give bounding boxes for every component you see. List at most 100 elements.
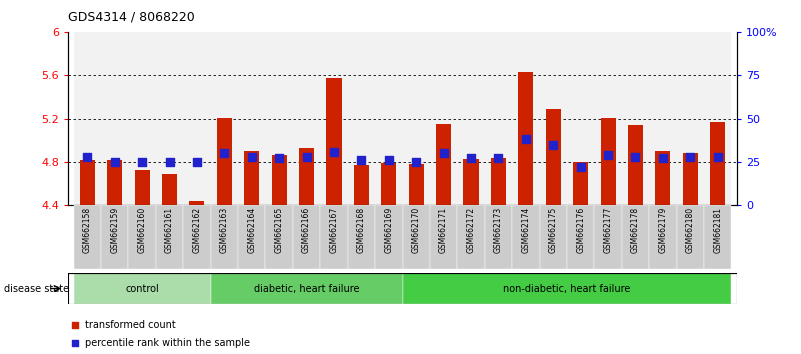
Bar (518, 72, 533, 205)
Text: GSM662162: GSM662162 (192, 207, 201, 253)
Bar (211, 205, 238, 269)
Bar (74, 205, 101, 269)
Bar (567, 205, 594, 269)
Bar (74, 273, 211, 304)
Bar (491, 158, 506, 205)
Point (355, 158, 368, 163)
Bar (238, 32, 265, 205)
Bar (101, 205, 128, 269)
Text: GSM662175: GSM662175 (549, 207, 557, 253)
Bar (156, 32, 183, 205)
Point (519, 137, 532, 142)
Text: GSM662167: GSM662167 (329, 207, 339, 253)
Bar (80, 160, 95, 205)
Bar (320, 205, 348, 269)
Text: disease state: disease state (4, 284, 69, 293)
Text: GSM662170: GSM662170 (412, 207, 421, 253)
Text: GSM662165: GSM662165 (275, 207, 284, 253)
Bar (704, 205, 731, 269)
Text: GSM662166: GSM662166 (302, 207, 311, 253)
Point (273, 156, 286, 161)
Text: GSM662174: GSM662174 (521, 207, 530, 253)
Point (300, 154, 313, 160)
Text: GSM662172: GSM662172 (466, 207, 476, 253)
Bar (540, 32, 567, 205)
Point (547, 142, 560, 148)
Bar (649, 205, 677, 269)
Bar (211, 32, 238, 205)
Text: GDS4314 / 8068220: GDS4314 / 8068220 (68, 11, 195, 24)
Bar (655, 151, 670, 205)
Bar (457, 205, 485, 269)
Text: control: control (125, 284, 159, 293)
Bar (217, 118, 231, 205)
Text: GSM662173: GSM662173 (494, 207, 503, 253)
Bar (403, 205, 430, 269)
Bar (649, 32, 677, 205)
Point (465, 156, 477, 161)
Point (382, 158, 395, 163)
Bar (162, 174, 177, 205)
Text: GSM662171: GSM662171 (439, 207, 448, 253)
Bar (628, 125, 643, 205)
Bar (293, 32, 320, 205)
Bar (485, 32, 512, 205)
Point (711, 154, 724, 160)
Point (574, 164, 587, 170)
Text: GSM662160: GSM662160 (138, 207, 147, 253)
Bar (540, 205, 567, 269)
Text: GSM662176: GSM662176 (576, 207, 586, 253)
Text: diabetic, heart failure: diabetic, heart failure (254, 284, 360, 293)
Text: GSM662179: GSM662179 (658, 207, 667, 253)
Bar (622, 32, 649, 205)
Bar (327, 79, 341, 205)
Bar (594, 32, 622, 205)
Bar (512, 32, 540, 205)
Bar (128, 32, 156, 205)
Point (163, 159, 176, 165)
Point (81, 154, 94, 160)
Bar (348, 32, 375, 205)
Bar (183, 205, 211, 269)
Text: GSM662181: GSM662181 (713, 207, 723, 253)
Bar (299, 148, 314, 205)
Bar (457, 32, 485, 205)
Point (191, 159, 203, 165)
Bar (244, 151, 260, 205)
Point (68, 322, 81, 328)
Bar (545, 109, 561, 205)
Bar (74, 32, 101, 205)
Point (68, 340, 81, 346)
Bar (409, 164, 424, 205)
Bar (265, 205, 293, 269)
Text: GSM662178: GSM662178 (631, 207, 640, 253)
Bar (403, 273, 731, 304)
Point (492, 156, 505, 161)
Point (410, 159, 423, 165)
Bar (293, 205, 320, 269)
Bar (574, 162, 588, 205)
Point (245, 154, 258, 160)
Bar (710, 122, 725, 205)
Bar (375, 32, 403, 205)
Text: GSM662169: GSM662169 (384, 207, 393, 253)
Point (135, 159, 148, 165)
Point (108, 159, 121, 165)
Bar (622, 205, 649, 269)
Bar (512, 205, 540, 269)
Point (218, 150, 231, 156)
Bar (101, 32, 128, 205)
Bar (682, 153, 698, 205)
Bar (430, 205, 457, 269)
Point (629, 154, 642, 160)
Bar (320, 32, 348, 205)
Bar (238, 205, 265, 269)
Bar (594, 205, 622, 269)
Point (602, 152, 614, 158)
Bar (272, 155, 287, 205)
Bar (677, 32, 704, 205)
Point (684, 154, 697, 160)
Text: transformed count: transformed count (85, 320, 175, 330)
Bar (135, 170, 150, 205)
Text: GSM662161: GSM662161 (165, 207, 174, 253)
